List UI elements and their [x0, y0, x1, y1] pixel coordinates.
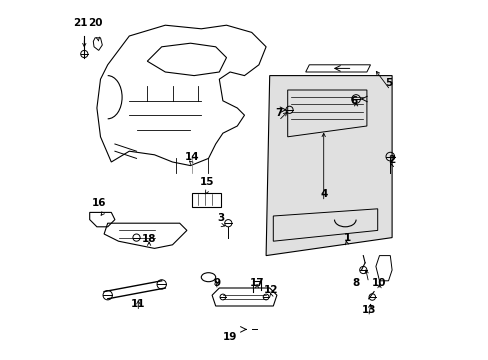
- Text: 17: 17: [249, 278, 264, 288]
- Text: 13: 13: [361, 305, 375, 315]
- Ellipse shape: [201, 273, 215, 282]
- Text: 21: 21: [73, 18, 88, 28]
- Polygon shape: [265, 76, 391, 256]
- Text: 19: 19: [223, 332, 237, 342]
- FancyBboxPatch shape: [192, 193, 221, 207]
- Text: 4: 4: [319, 189, 327, 199]
- Text: 5: 5: [384, 78, 391, 88]
- Text: 2: 2: [387, 155, 395, 165]
- Text: 14: 14: [184, 152, 199, 162]
- Text: 20: 20: [88, 18, 102, 28]
- Text: 3: 3: [217, 213, 224, 223]
- Text: 12: 12: [264, 285, 278, 295]
- Text: 15: 15: [199, 177, 214, 187]
- Text: 6: 6: [350, 96, 357, 106]
- Text: 9: 9: [214, 278, 221, 288]
- Text: 7: 7: [274, 108, 282, 118]
- Text: 1: 1: [343, 233, 350, 243]
- Text: 10: 10: [371, 278, 386, 288]
- Text: 11: 11: [131, 299, 145, 309]
- Text: 18: 18: [142, 234, 156, 244]
- Text: 8: 8: [352, 278, 359, 288]
- Text: 16: 16: [91, 198, 106, 208]
